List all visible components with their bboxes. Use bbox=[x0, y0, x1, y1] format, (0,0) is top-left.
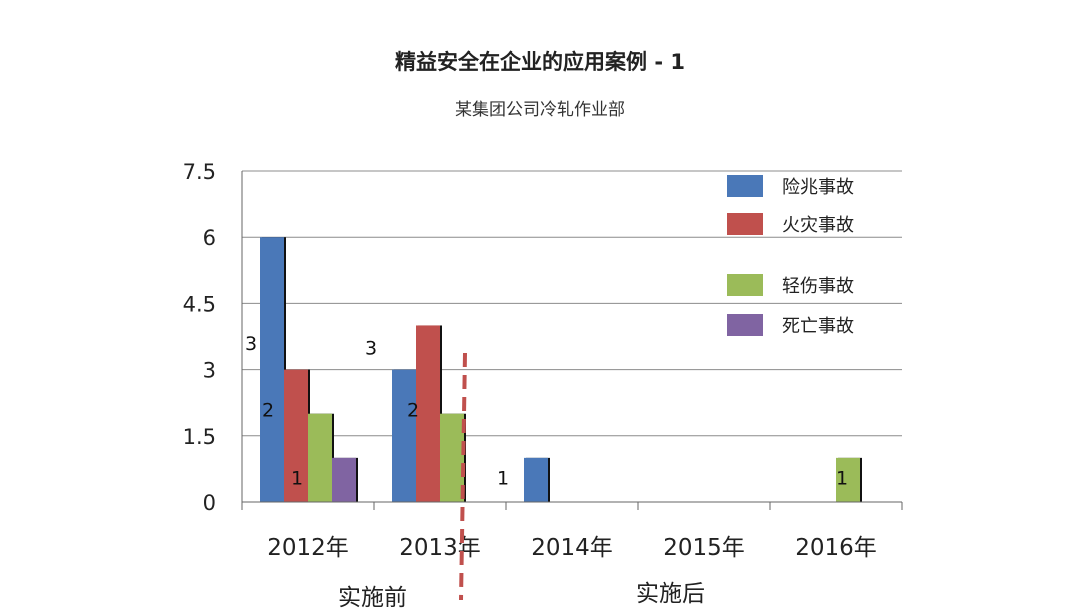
data-annotation: 1 bbox=[291, 468, 303, 490]
bar bbox=[332, 457, 356, 502]
x-tick-label: 2014年 bbox=[531, 535, 613, 561]
phase-divider-line bbox=[459, 352, 467, 601]
phase-divider bbox=[459, 352, 467, 601]
bar bbox=[284, 369, 308, 502]
legend-swatch bbox=[727, 274, 763, 296]
data-annotation: 3 bbox=[245, 333, 257, 355]
bar-group bbox=[260, 237, 862, 502]
bar bbox=[416, 325, 440, 502]
x-tick-label: 2012年 bbox=[267, 535, 349, 561]
axes: 0 1.5 3 4.5 6 7.5 2012年 2013年 2014年 2015年 2016年 bbox=[183, 160, 903, 561]
y-tick-label: 1.5 bbox=[183, 425, 216, 449]
y-tick-label: 7.5 bbox=[183, 160, 216, 184]
chart-subtitle: 某集团公司冷轧作业部 bbox=[455, 100, 625, 120]
legend-swatch bbox=[727, 175, 763, 197]
chart-title: 精益安全在企业的应用案例 - 1 bbox=[395, 50, 685, 74]
legend-label: 火灾事故 bbox=[782, 215, 854, 236]
legend-swatch bbox=[727, 314, 763, 336]
legend-label: 轻伤事故 bbox=[782, 276, 854, 297]
bar bbox=[524, 457, 548, 502]
y-tick-label: 4.5 bbox=[183, 292, 216, 316]
phase-label-before: 实施前 bbox=[338, 585, 407, 611]
legend-label: 死亡事故 bbox=[782, 316, 854, 337]
data-annotation: 1 bbox=[497, 468, 509, 490]
legend-label: 险兆事故 bbox=[782, 177, 854, 198]
data-annotation: 2 bbox=[262, 399, 274, 421]
bar bbox=[440, 413, 464, 502]
phase-label-after: 实施后 bbox=[636, 581, 705, 607]
legend-swatch bbox=[727, 213, 763, 235]
x-tick-label: 2013年 bbox=[399, 535, 481, 561]
y-tick-label: 6 bbox=[203, 226, 216, 250]
y-tick-label: 3 bbox=[203, 359, 216, 383]
bar bbox=[260, 237, 284, 502]
bar bbox=[836, 457, 860, 502]
bar bbox=[308, 413, 332, 502]
grid-lines bbox=[242, 170, 902, 437]
data-annotation: 1 bbox=[836, 468, 848, 490]
data-annotation: 3 bbox=[365, 338, 377, 360]
x-tick-label: 2016年 bbox=[795, 535, 877, 561]
data-annotation: 2 bbox=[407, 399, 419, 421]
y-tick-label: 0 bbox=[203, 491, 216, 515]
annotation-group: 3 2 1 3 2 1 1 bbox=[245, 333, 848, 490]
bar bbox=[392, 369, 416, 502]
x-tick-label: 2015年 bbox=[663, 535, 745, 561]
